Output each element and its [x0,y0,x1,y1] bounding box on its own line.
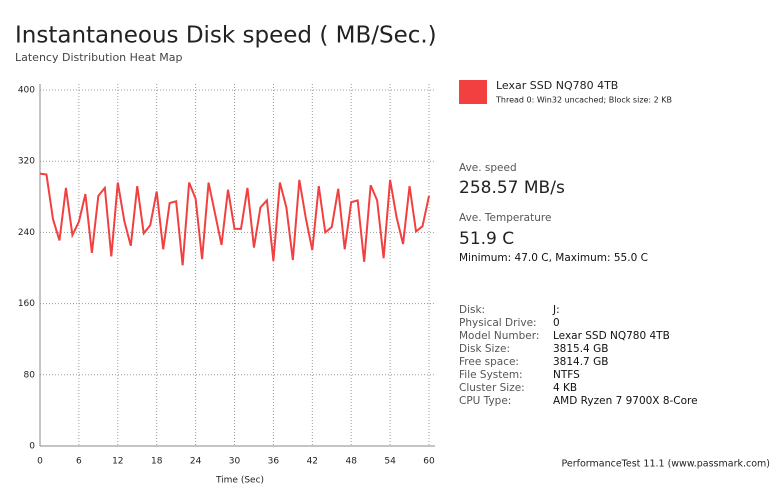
chart-title: Instantaneous Disk speed ( MB/Sec.) [15,23,437,49]
x-tick-label: 48 [345,457,357,467]
x-tick-label: 60 [423,457,435,467]
legend-note: Thread 0: Win32 uncached; Block size: 2 … [495,96,672,105]
y-tick-label: 160 [18,299,35,309]
legend-swatch [459,80,487,104]
footer: PerformanceTest 11.1 (www.passmark.com) [561,459,770,470]
info-value: J: [552,304,560,316]
legend-label: Lexar SSD NQ780 4TB [496,79,618,92]
x-axis-label: Time (Sec) [215,476,264,486]
info-label: Disk Size: [459,343,510,355]
speed-label: Ave. speed [459,162,517,174]
y-tick-label: 320 [18,157,35,167]
series-line [39,172,430,266]
x-tick-label: 0 [37,457,43,467]
info-label: Free space: [459,356,519,368]
info-value: NTFS [553,369,580,381]
temp-range: Minimum: 47.0 C, Maximum: 55.0 C [459,252,648,264]
info-label: Model Number: [459,330,539,342]
temp-label: Ave. Temperature [459,212,551,224]
info-label: Disk: [459,304,485,316]
info-value: AMD Ryzen 7 9700X 8-Core [553,395,698,407]
x-tick-label: 54 [384,457,396,467]
x-tick-label: 30 [229,457,241,467]
temp-value: 51.9 C [459,229,514,249]
y-tick-label: 80 [24,370,36,380]
y-tick-label: 240 [18,228,35,238]
info-value: 3815.4 GB [553,343,608,355]
info-label: Physical Drive: [459,317,537,329]
x-tick-label: 12 [112,457,123,467]
x-tick-label: 36 [268,457,280,467]
info-label: Cluster Size: [459,382,525,394]
x-tick-label: 6 [76,457,82,467]
info-value: 4 KB [553,382,577,394]
x-tick-label: 18 [151,457,163,467]
chart-subtitle: Latency Distribution Heat Map [15,51,182,64]
info-value: 3814.7 GB [553,356,608,368]
info-label: File System: [459,369,523,381]
speed-value: 258.57 MB/s [459,178,565,198]
y-tick-label: 0 [29,442,35,452]
x-tick-label: 24 [190,457,202,467]
info-value: 0 [553,317,560,329]
y-tick-label: 400 [18,86,35,96]
x-tick-label: 42 [307,457,318,467]
info-label: CPU Type: [459,395,511,407]
info-value: Lexar SSD NQ780 4TB [553,330,670,342]
